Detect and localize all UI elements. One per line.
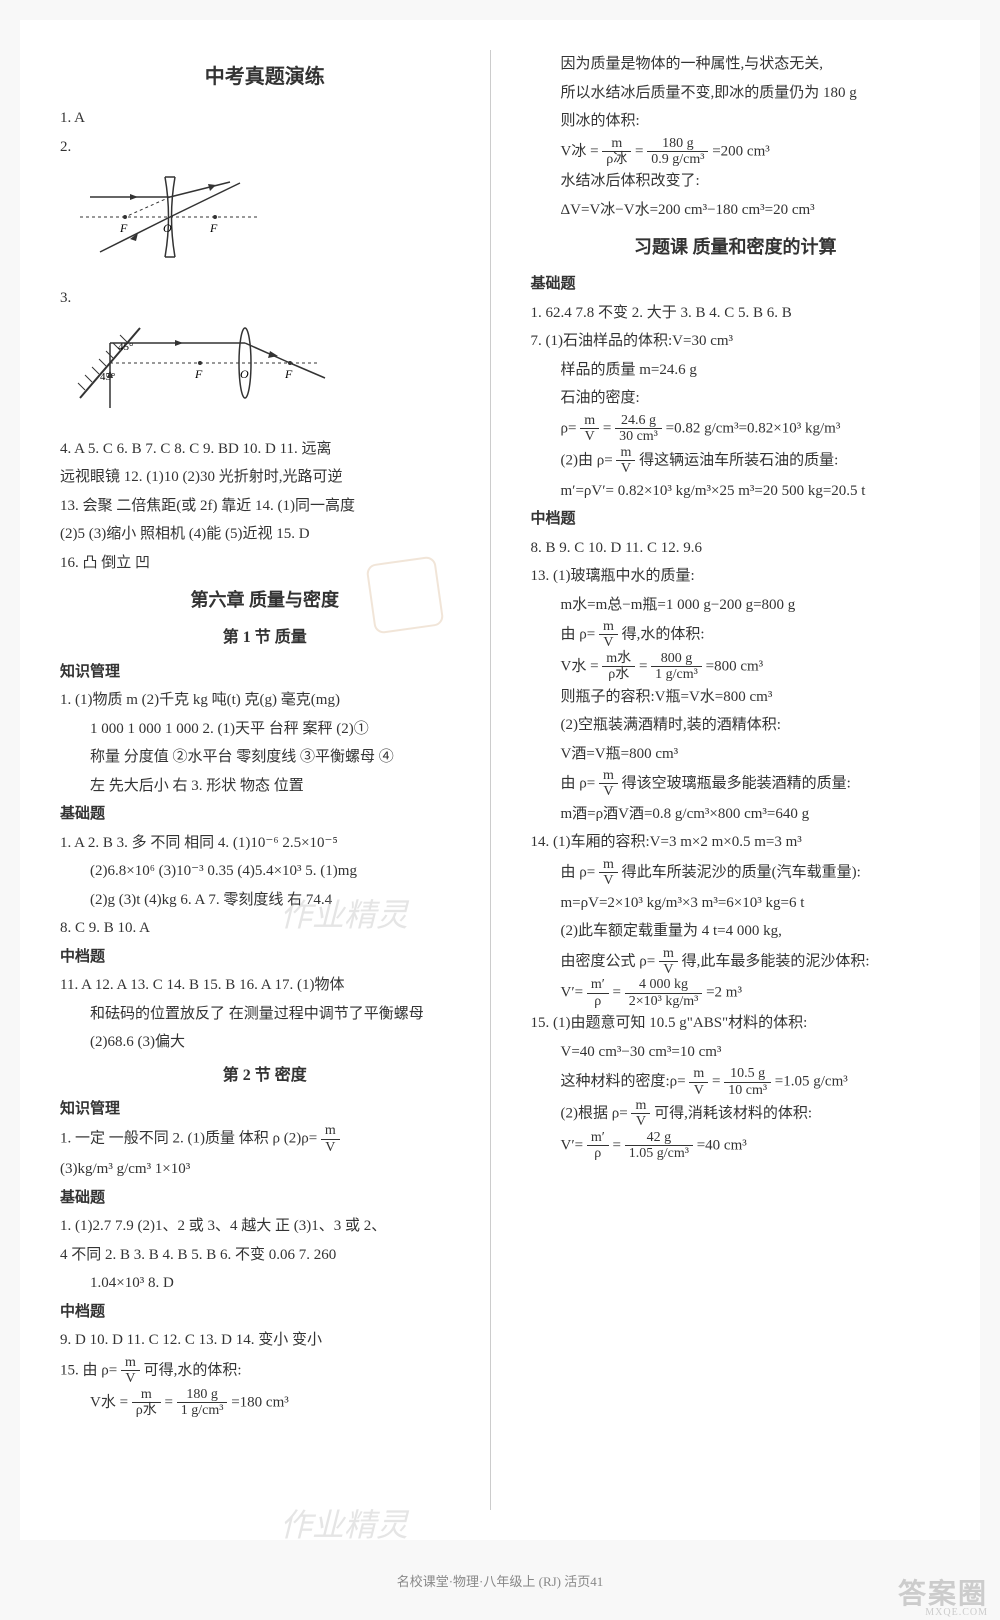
frac-m2c-1: mρ水 xyxy=(132,1387,161,1419)
k2a: 1. 一定 一般不同 2. (1)质量 体积 ρ (2)ρ= mV xyxy=(60,1123,470,1155)
k1: 1. (1)物质 m (2)千克 kg 吨(t) 克(g) 毫克(mg) xyxy=(60,686,470,715)
p4: 水结冰后体积改变了: xyxy=(531,167,941,196)
sec1-title: 第 1 节 质量 xyxy=(60,623,470,653)
svg-text:O: O xyxy=(240,367,249,381)
cat-basic-1: 基础题 xyxy=(60,800,470,829)
eq7: V酒=V瓶=800 cm³ xyxy=(531,740,941,769)
r14c: (2)此车额定载重量为 4 t=4 000 kg, xyxy=(531,917,941,946)
q13: 13. 会聚 二倍焦距(或 2f) 靠近 14. (1)同一高度 xyxy=(60,492,470,521)
b2b: 4 不同 2. B 3. B 4. B 5. B 6. 不变 0.06 7. 2… xyxy=(60,1241,470,1270)
diagram-mirror-lens: 45° 45° F F O xyxy=(70,318,470,429)
r7d: (2)由 ρ= mV 得这辆运油车所装石油的质量: xyxy=(531,445,941,477)
q2-label: 2. xyxy=(60,133,470,162)
r14b: 由 ρ= mV 得此车所装泥沙的质量(汽车载重量): xyxy=(531,857,941,889)
chapter-title: 第六章 质量与密度 xyxy=(60,583,470,617)
m1b: 和砝码的位置放反了 在测量过程中调节了平衡螺母 xyxy=(60,1000,470,1029)
sec2-title: 第 2 节 密度 xyxy=(60,1061,470,1091)
r7c: 石油的密度: xyxy=(531,384,941,413)
m2c-prefix: V水 = xyxy=(90,1394,128,1410)
q14b: (2)5 (3)缩小 照相机 (4)能 (5)近视 15. D xyxy=(60,520,470,549)
r13d: (2)空瓶装满酒精时,装的酒精体积: xyxy=(531,711,941,740)
b1c: (2)g (3)t (4)kg 6. A 7. 零刻度线 右 74.4 xyxy=(60,886,470,915)
cat-knowledge-2: 知识管理 xyxy=(60,1095,470,1124)
cat-mid-3: 中档题 xyxy=(531,505,941,534)
r7b: 样品的质量 m=24.6 g xyxy=(531,356,941,385)
r7a: 7. (1)石油样品的体积:V=30 cm³ xyxy=(531,327,941,356)
cat-basic-3: 基础题 xyxy=(531,270,941,299)
r13c: 则瓶子的容积:V瓶=V水=800 cm³ xyxy=(531,683,941,712)
svg-text:F: F xyxy=(119,221,128,235)
m2c: V水 = mρ水 = 180 g1 g/cm³ =180 cm³ xyxy=(60,1387,470,1419)
k2a-prefix: 1. 一定 一般不同 2. (1)质量 体积 ρ (2)ρ= xyxy=(60,1131,317,1147)
svg-text:O: O xyxy=(163,221,172,235)
b1d: 8. C 9. B 10. A xyxy=(60,914,470,943)
k2b: (3)kg/m³ g/cm³ 1×10³ xyxy=(60,1155,470,1184)
q4b: 远视眼镜 12. (1)10 (2)30 光折射时,光路可逆 xyxy=(60,463,470,492)
m2b: 15. 由 ρ= mV 可得,水的体积: xyxy=(60,1355,470,1387)
diagram-concave-lens: F F O xyxy=(70,167,470,278)
k1b: 1 000 1 000 1 000 2. (1)天平 台秤 案秤 (2)① xyxy=(60,715,470,744)
k1c: 称量 分度值 ②水平台 零刻度线 ③平衡螺母 ④ xyxy=(60,743,470,772)
m2: 9. D 10. D 11. C 12. C 13. D 14. 变小 变小 xyxy=(60,1326,470,1355)
eq11: V=40 cm³−30 cm³=10 cm³ xyxy=(531,1038,941,1067)
r13a: 13. (1)玻璃瓶中水的质量: xyxy=(531,562,941,591)
r8: 8. B 9. C 10. D 11. C 12. 9.6 xyxy=(531,534,941,563)
eq4: m′=ρV′= 0.82×10³ kg/m³×25 m³=20 500 kg=2… xyxy=(531,477,941,506)
exam-title: 中考真题演练 xyxy=(60,58,470,96)
frac-mv-2: mV xyxy=(121,1355,140,1387)
eq1: V冰 = mρ冰 = 180 g0.9 g/cm³ =200 cm³ xyxy=(531,136,941,168)
eq9: m=ρV=2×10³ kg/m³×3 m³=6×10³ kg=6 t xyxy=(531,889,941,918)
p3: 则冰的体积: xyxy=(531,107,941,136)
eq3: ρ= mV = 24.6 g30 cm³ =0.82 g/cm³=0.82×10… xyxy=(531,413,941,445)
svg-text:F: F xyxy=(194,367,203,381)
m2c-suffix: =180 cm³ xyxy=(231,1394,289,1410)
r15a: 15. (1)由题意可知 10.5 g"ABS"材料的体积: xyxy=(531,1009,941,1038)
frac-m2c-2: 180 g1 g/cm³ xyxy=(177,1387,228,1419)
m2c-mid: = xyxy=(165,1394,173,1410)
p1: 因为质量是物体的一种属性,与状态无关, xyxy=(531,50,941,79)
svg-text:F: F xyxy=(209,221,218,235)
q4: 4. A 5. C 6. B 7. C 8. C 9. BD 10. D 11.… xyxy=(60,435,470,464)
cat-basic-2: 基础题 xyxy=(60,1184,470,1213)
page-container: 中考真题演练 1. A 2. F F O xyxy=(20,20,980,1540)
r15c: (2)根据 ρ= mV 可得,消耗该材料的体积: xyxy=(531,1098,941,1130)
cat-mid-1: 中档题 xyxy=(60,943,470,972)
r1: 1. 62.4 7.8 不变 2. 大于 3. B 4. C 5. B 6. B xyxy=(531,299,941,328)
m1c: (2)68.6 (3)偏大 xyxy=(60,1028,470,1057)
k1d: 左 先大后小 右 3. 形状 物态 位置 xyxy=(60,772,470,801)
r13b: 由 ρ= mV 得,水的体积: xyxy=(531,619,941,651)
r14d: 由密度公式 ρ= mV 得,此车最多能装的泥沙体积: xyxy=(531,946,941,978)
right-column: 因为质量是物体的一种属性,与状态无关, 所以水结冰后质量不变,即冰的质量仍为 1… xyxy=(521,50,941,1510)
eq8: m酒=ρ酒V酒=0.8 g/cm³×800 cm³=640 g xyxy=(531,800,941,829)
svg-text:F: F xyxy=(284,367,293,381)
r13e: 由 ρ= mV 得该空玻璃瓶最多能装酒精的质量: xyxy=(531,768,941,800)
corner-logo: 答案圈 xyxy=(898,1572,988,1612)
m2b-suffix: 可得,水的体积: xyxy=(144,1362,242,1378)
m2b-prefix: 15. 由 ρ= xyxy=(60,1362,117,1378)
cat-knowledge-1: 知识管理 xyxy=(60,658,470,687)
frac-mv-1: mV xyxy=(321,1123,340,1155)
footer-text: 名校课堂·物理·八年级上 (RJ) 活页41 xyxy=(0,1571,1000,1590)
eq12: V′= m′ρ = 42 g1.05 g/cm³ =40 cm³ xyxy=(531,1130,941,1162)
eq2: ΔV=V冰−V水=200 cm³−180 cm³=20 cm³ xyxy=(531,196,941,225)
r14a: 14. (1)车厢的容积:V=3 m×2 m×0.5 m=3 m³ xyxy=(531,828,941,857)
b2c: 1.04×10³ 8. D xyxy=(60,1269,470,1298)
b1: 1. A 2. B 3. 多 不同 相同 4. (1)10⁻⁶ 2.5×10⁻⁵ xyxy=(60,829,470,858)
p2: 所以水结冰后质量不变,即冰的质量仍为 180 g xyxy=(531,79,941,108)
q1: 1. A xyxy=(60,104,470,133)
q3-label: 3. xyxy=(60,284,470,313)
eq6: V水 = m水ρ水 = 800 g1 g/cm³ =800 cm³ xyxy=(531,651,941,683)
eq5: m水=m总−m瓶=1 000 g−200 g=800 g xyxy=(531,591,941,620)
cat-mid-2: 中档题 xyxy=(60,1298,470,1327)
b1b: (2)6.8×10⁶ (3)10⁻³ 0.35 (4)5.4×10³ 5. (1… xyxy=(60,857,470,886)
left-column: 中考真题演练 1. A 2. F F O xyxy=(60,50,491,1510)
corner-logo-sub: MXQE.COM xyxy=(925,1607,988,1618)
q16: 16. 凸 倒立 凹 xyxy=(60,549,470,578)
b2: 1. (1)2.7 7.9 (2)1、2 或 3、4 越大 正 (3)1、3 或… xyxy=(60,1212,470,1241)
eq10: V′= m′ρ = 4 000 kg2×10³ kg/m³ =2 m³ xyxy=(531,977,941,1009)
m1: 11. A 12. A 13. C 14. B 15. B 16. A 17. … xyxy=(60,971,470,1000)
r15b: 这种材料的密度:ρ= mV = 10.5 g10 cm³ =1.05 g/cm³ xyxy=(531,1066,941,1098)
sec3-title: 习题课 质量和密度的计算 xyxy=(531,230,941,264)
